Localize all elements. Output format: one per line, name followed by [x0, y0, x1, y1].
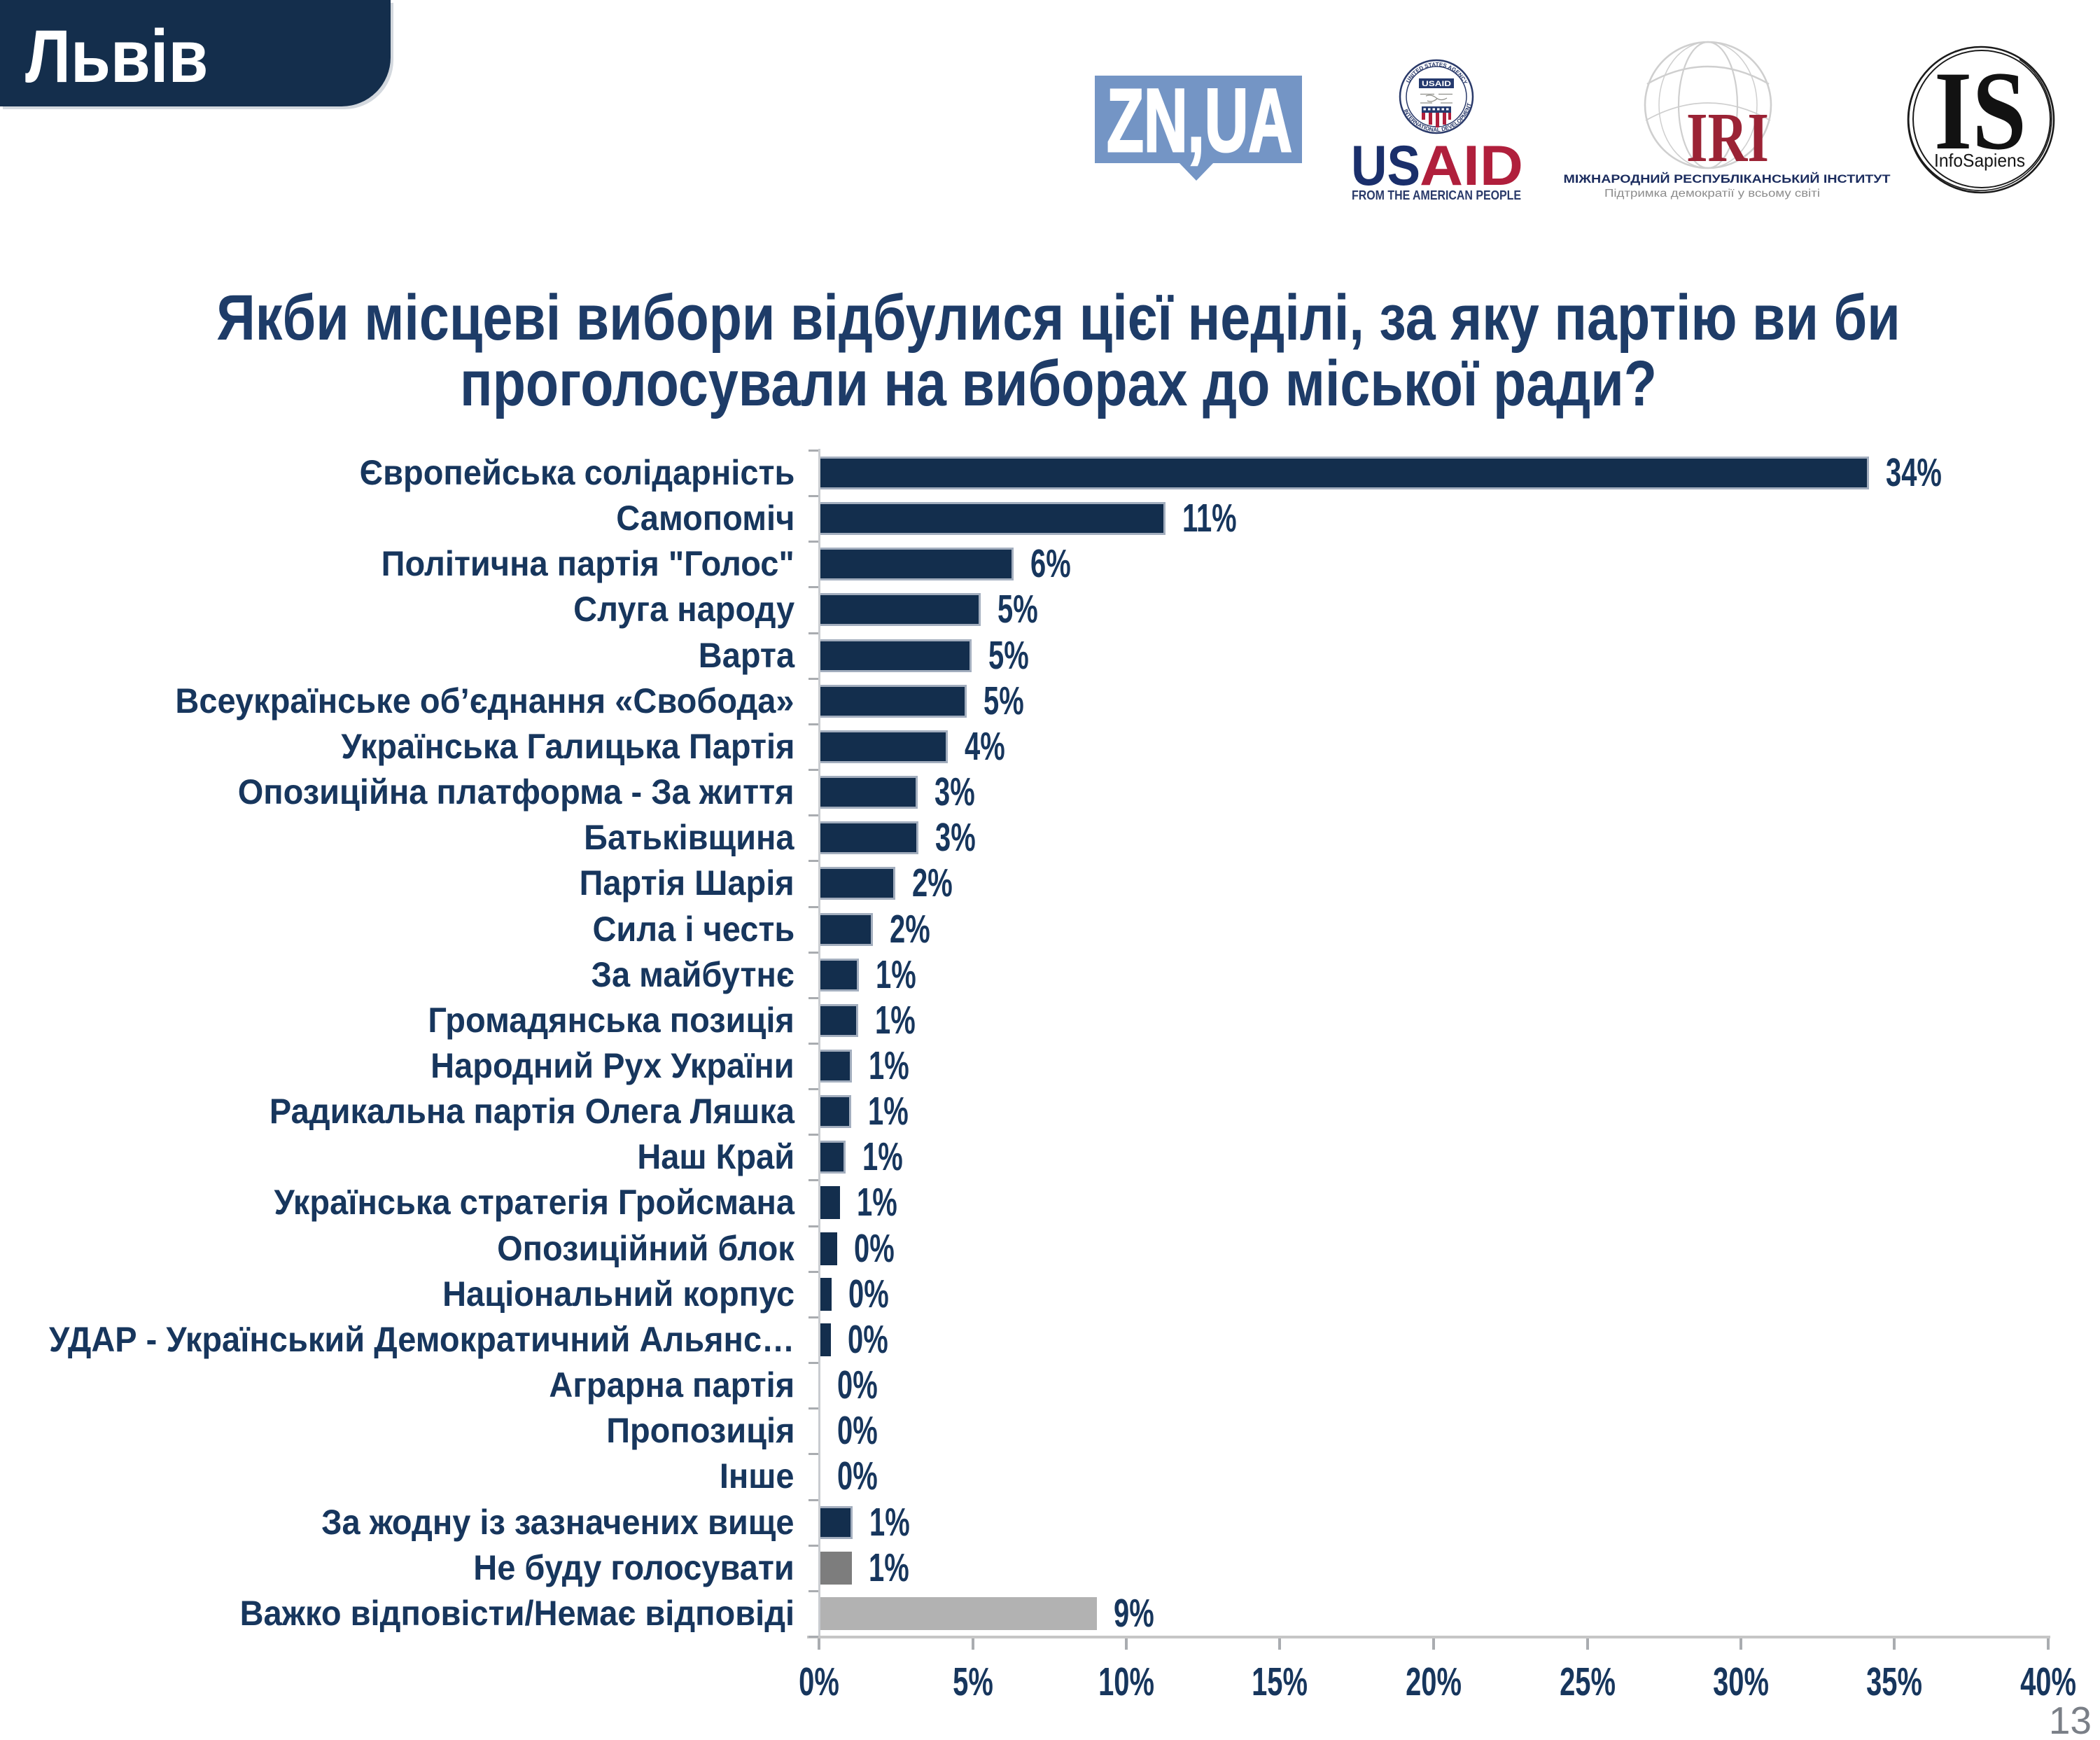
svg-text:FROM THE AMERICAN PEOPLE: FROM THE AMERICAN PEOPLE: [1352, 188, 1521, 202]
svg-text:IS: IS: [1934, 48, 2026, 173]
svg-text:IRI: IRI: [1686, 98, 1769, 176]
svg-text:InfoSapiens: InfoSapiens: [1934, 150, 2025, 171]
svg-text:МІЖНАРОДНИЙ РЕСПУБЛІКАНСЬКИЙ І: МІЖНАРОДНИЙ РЕСПУБЛІКАНСЬКИЙ ІНСТИТУТ: [1564, 172, 1891, 186]
svg-text:USAID: USAID: [1422, 80, 1451, 88]
svg-text:US: US: [1351, 134, 1420, 197]
svg-text:ZN,UA: ZN,UA: [1107, 71, 1292, 171]
svg-text:AID: AID: [1420, 134, 1523, 197]
svg-text:Підтримка демократії у всьому: Підтримка демократії у всьому світі: [1604, 188, 1820, 200]
